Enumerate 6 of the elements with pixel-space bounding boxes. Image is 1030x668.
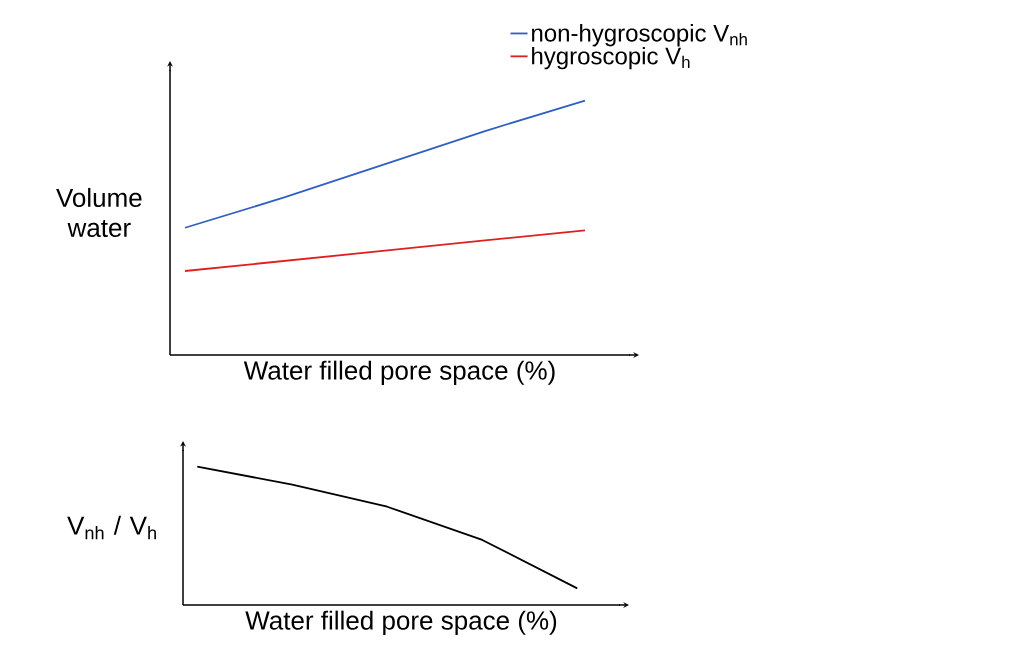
y-axis-title: V$_{nh}$ / V$_{h}$	[67, 515, 156, 540]
legend-label: non-hygroscopic V$_{nh}$	[532, 24, 747, 47]
x-axis-title: Water filled pore space (%)	[243, 360, 555, 385]
y-axis-title: Volume water	[56, 187, 142, 238]
x-axis-title: Water filled pore space (%)	[245, 610, 557, 635]
legend-label: hygroscopic V$_{h}$	[532, 46, 690, 70]
